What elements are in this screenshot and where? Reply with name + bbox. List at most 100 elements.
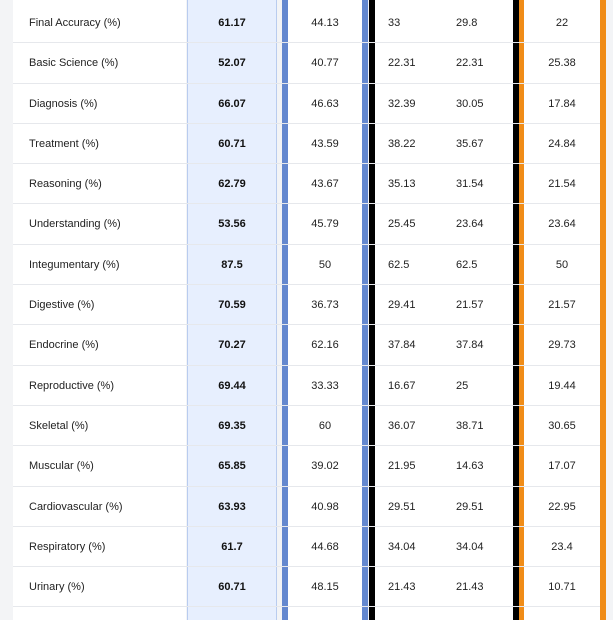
table-row: Integumentary (%) 87.5 50 62.5 62.5 50 [0, 245, 613, 286]
model-a-value: 43.67 [311, 178, 339, 191]
blue-group-divider-right [362, 0, 368, 620]
row-label: Muscular (%) [29, 460, 94, 473]
model-a-value: 50 [318, 258, 332, 271]
table-row: Muscular (%) 65.85 39.02 21.95 14.63 17.07 [0, 446, 613, 487]
model-b2-value: 23.64 [456, 218, 484, 231]
model-a-value: 40.98 [311, 500, 339, 513]
row-label: Reproductive (%) [29, 379, 114, 392]
model-a-value: 43.59 [311, 137, 339, 150]
table-row: Cardiovascular (%) 63.93 40.98 29.51 29.51 22… [0, 487, 613, 528]
model-c-value: 30.65 [548, 419, 576, 432]
row-label: Digestive (%) [29, 299, 95, 312]
model-b1-value: 21.95 [388, 460, 416, 473]
row-label: Cardiovascular (%) [29, 500, 123, 513]
table-row: Diagnosis (%) 66.07 46.63 32.39 30.05 17.84 [0, 84, 613, 125]
model-a-value: 60 [318, 419, 332, 432]
model-c-value: 21.54 [548, 178, 576, 191]
model-c-value: 24.84 [548, 137, 576, 150]
model-c-value: 23.64 [548, 218, 576, 231]
model-b2-value: 29.51 [456, 500, 484, 513]
row-label: Diagnosis (%) [29, 97, 98, 110]
model-b1-value: 29.51 [388, 500, 416, 513]
table-row: Reasoning (%) 62.79 43.67 35.13 31.54 21.54 [0, 164, 613, 205]
model-b2-value: 35.67 [456, 137, 484, 150]
highlighted-value: 61.17 [218, 17, 246, 29]
highlighted-value: 62.79 [218, 178, 246, 191]
orange-group-divider-right [600, 0, 606, 620]
row-label: Reasoning (%) [29, 178, 102, 191]
black-group-divider-left [369, 0, 375, 620]
model-b1-value: 62.5 [388, 258, 410, 271]
model-a-value: 44.68 [311, 540, 339, 553]
model-b1-value: 33 [388, 17, 401, 29]
model-b1-value: 38.22 [388, 137, 416, 150]
model-b1-value: 36.07 [388, 419, 416, 432]
model-b2-value: 21.43 [456, 581, 484, 594]
model-a-value: 40.77 [311, 57, 339, 70]
table-row: Treatment (%) 60.71 43.59 38.22 35.67 24.84 [0, 124, 613, 165]
row-label: Urinary (%) [29, 581, 85, 594]
model-b2-value: 25 [456, 379, 469, 392]
highlighted-value: 61.7 [221, 540, 243, 553]
model-b1-value: 35.13 [388, 178, 416, 191]
highlighted-column [187, 0, 277, 620]
model-c-value: 23.4 [551, 540, 573, 553]
model-a-column [288, 0, 362, 620]
row-label: Skeletal (%) [29, 419, 89, 432]
highlighted-value: 69.44 [218, 379, 246, 392]
model-a-value: 36.73 [311, 299, 339, 312]
table-row: Digestive (%) 70.59 36.73 29.41 21.57 21.57 [0, 285, 613, 326]
table-row: Reproductive (%) 69.44 33.33 16.67 25 19.44 [0, 366, 613, 407]
black-group-divider-right [513, 0, 519, 620]
blue-group-divider-left [282, 0, 288, 620]
model-c-value: 29.73 [548, 339, 576, 352]
table-body: Final Accuracy (%) 61.17 44.13 33 29.8 22 Basi… [0, 3, 613, 608]
row-label: Basic Science (%) [29, 57, 119, 70]
model-c-value: 22.95 [548, 500, 576, 513]
row-label: Respiratory (%) [29, 540, 106, 553]
model-a-value: 46.63 [311, 97, 339, 110]
model-a-value: 62.16 [311, 339, 339, 352]
model-b-column-group [375, 0, 513, 620]
row-label: Endocrine (%) [29, 339, 99, 352]
model-c-value: 21.57 [548, 299, 576, 312]
model-a-value: 33.33 [311, 379, 339, 392]
model-c-value: 17.84 [548, 97, 576, 110]
highlighted-value: 63.93 [218, 500, 246, 513]
table-row: Endocrine (%) 70.27 62.16 37.84 37.84 29.73 [0, 325, 613, 366]
model-b1-value: 25.45 [388, 218, 416, 231]
row-label: Understanding (%) [29, 218, 121, 231]
table-row: Understanding (%) 53.56 45.79 25.45 23.64 23.… [0, 204, 613, 246]
model-c-value: 19.44 [548, 379, 576, 392]
model-a-value: 48.15 [311, 581, 339, 594]
model-b1-value: 16.67 [388, 379, 416, 392]
highlighted-value: 52.07 [218, 57, 246, 70]
table-row: Urinary (%) 60.71 48.15 21.43 21.43 10.71 [0, 567, 613, 608]
model-b1-value: 32.39 [388, 97, 416, 110]
model-b2-value: 22.31 [456, 57, 484, 70]
highlighted-value: 65.85 [218, 460, 246, 473]
table-row: Final Accuracy (%) 61.17 44.13 33 29.8 22 [0, 3, 613, 44]
model-b2-value: 38.71 [456, 419, 484, 432]
model-a-value: 44.13 [311, 17, 339, 29]
model-b2-value: 34.04 [456, 540, 484, 553]
highlighted-value: 69.35 [218, 419, 246, 432]
model-b1-value: 34.04 [388, 540, 416, 553]
model-b1-value: 21.43 [388, 581, 416, 594]
model-c-value: 22 [555, 17, 569, 29]
model-b2-value: 21.57 [456, 299, 484, 312]
model-c-value: 10.71 [548, 581, 576, 594]
orange-group-divider-left [519, 0, 524, 620]
model-c-column [524, 0, 600, 620]
model-b2-value: 31.54 [456, 178, 484, 191]
highlighted-value: 70.27 [218, 339, 246, 352]
model-b2-value: 14.63 [456, 460, 484, 473]
model-a-value: 39.02 [311, 460, 339, 473]
model-b1-value: 22.31 [388, 57, 416, 70]
model-a-value: 45.79 [311, 218, 339, 231]
highlighted-value: 53.56 [218, 218, 246, 231]
highlighted-value: 87.5 [221, 258, 243, 271]
model-b2-value: 29.8 [456, 17, 478, 29]
model-b1-value: 37.84 [388, 339, 416, 352]
model-c-value: 17.07 [548, 460, 576, 473]
